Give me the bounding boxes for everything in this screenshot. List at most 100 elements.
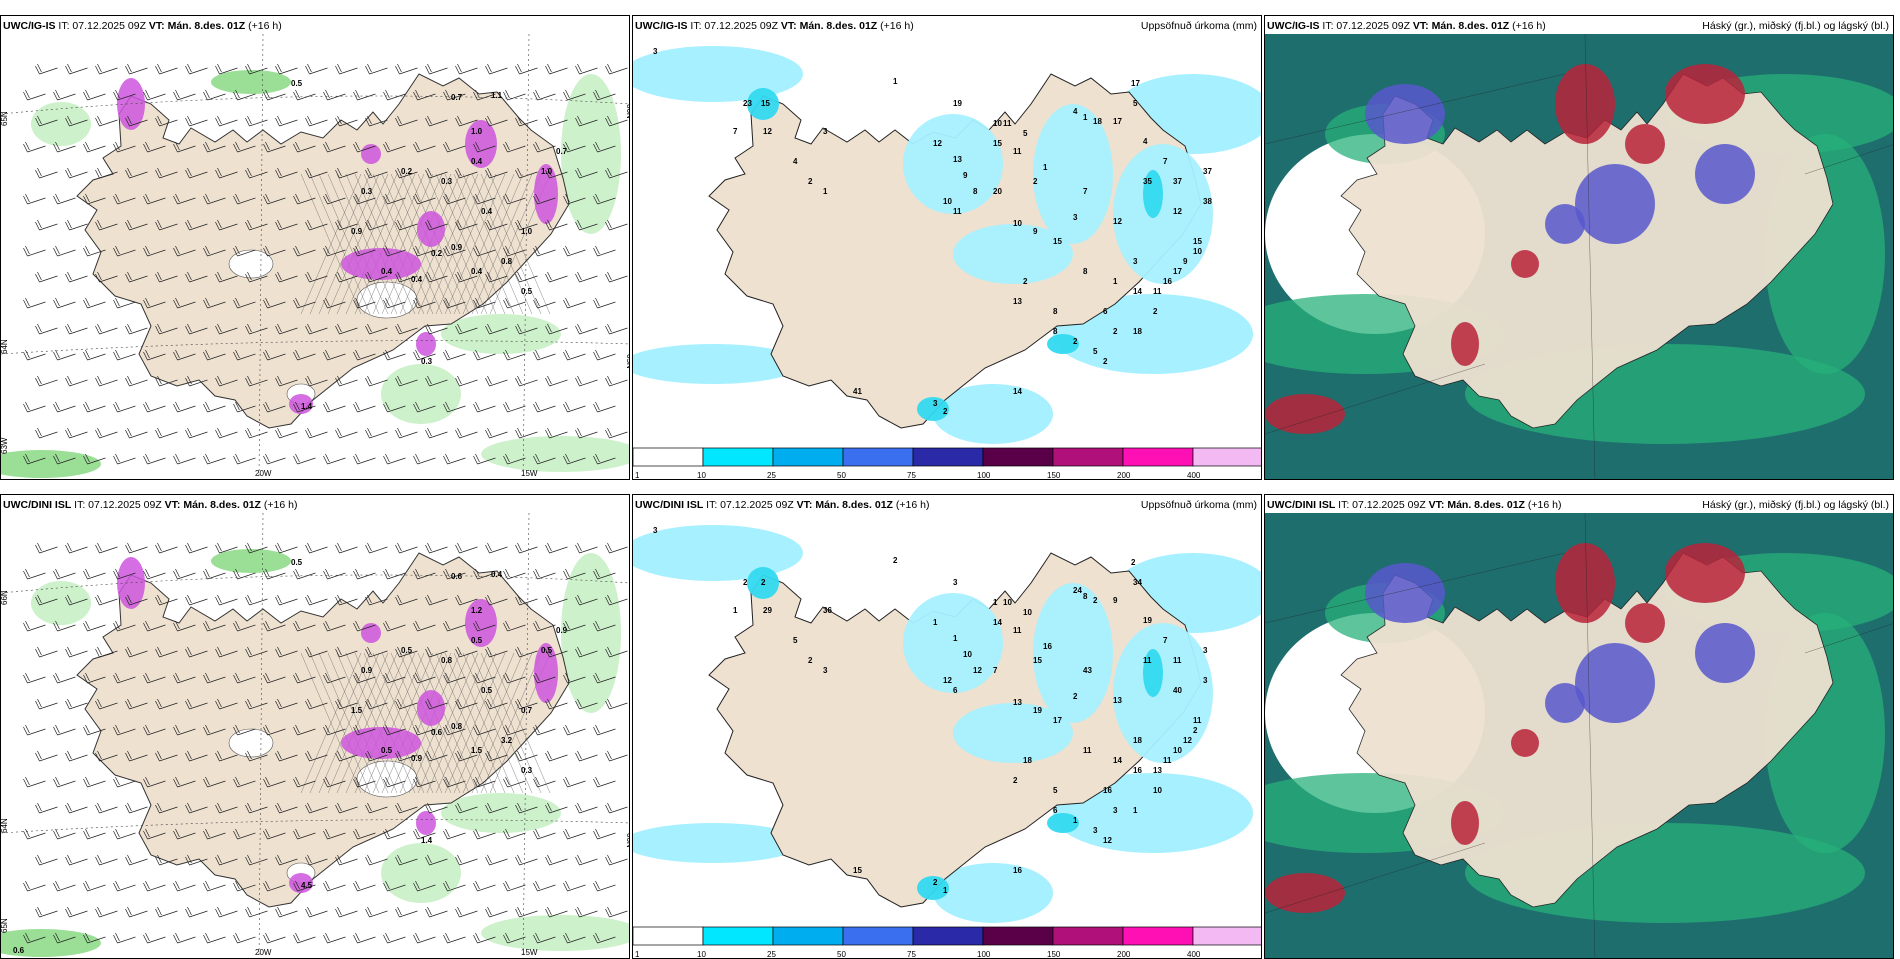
wind-speed-area bbox=[211, 70, 291, 94]
hatch-line bbox=[345, 173, 407, 315]
precip-value-label: 1.1 bbox=[491, 91, 503, 100]
wind-barb bbox=[323, 724, 346, 736]
hatch-line bbox=[480, 652, 542, 794]
precip-value-label: 10 bbox=[1013, 219, 1022, 228]
precip-area bbox=[633, 344, 803, 384]
wind-barb bbox=[293, 568, 316, 580]
wind-barb bbox=[155, 219, 178, 231]
panel-title: Uppsöfnuð úrkoma (mm) bbox=[1140, 20, 1257, 32]
precip-panel-bottom: UWC/DINI ISL IT: 07.12.2025 09Z VT: Mán.… bbox=[632, 494, 1262, 959]
latitude-line bbox=[1265, 842, 1486, 914]
precip-value-label: 0.4 bbox=[481, 207, 493, 216]
wind-barb bbox=[53, 245, 76, 257]
precip-value-label: 10 bbox=[943, 197, 952, 206]
wind-barb bbox=[203, 297, 226, 309]
wind-barb bbox=[335, 219, 358, 231]
hatch-line bbox=[300, 652, 362, 794]
wind-speed-area bbox=[481, 436, 629, 472]
precip-area bbox=[1053, 294, 1253, 374]
wind-barb bbox=[263, 880, 286, 892]
wind-barb bbox=[35, 115, 58, 127]
wind-barb bbox=[215, 63, 238, 75]
wind-barb bbox=[353, 401, 376, 413]
precip-value-label: 12 bbox=[943, 676, 952, 685]
wind-barb bbox=[155, 698, 178, 710]
precip-value-label: 35 bbox=[1143, 177, 1152, 186]
wind-barb bbox=[473, 620, 496, 632]
wind-barb bbox=[143, 828, 166, 840]
wind-barb bbox=[485, 323, 508, 335]
wind-barb bbox=[275, 427, 298, 439]
cloud-cell bbox=[1555, 64, 1615, 144]
wind-barb bbox=[143, 932, 166, 944]
precip-value-label: 37 bbox=[1173, 177, 1182, 186]
wind-barb bbox=[95, 594, 118, 606]
wind-barb bbox=[425, 698, 448, 710]
precip-value-label: 2 bbox=[893, 556, 898, 565]
wind-barb bbox=[125, 115, 148, 127]
wind-layer: 20W 15W 66N 64N 65N 66N 0.5 0.6 0.4 1.2 0.5 0.9 0.5 0… bbox=[1, 513, 629, 958]
precip-value-label: 1.5 bbox=[471, 746, 483, 755]
wind-barb bbox=[335, 646, 358, 658]
wind-barb bbox=[353, 776, 376, 788]
wind-barb bbox=[143, 776, 166, 788]
wind-barb bbox=[305, 375, 328, 387]
wind-barb bbox=[383, 297, 406, 309]
wind-barb bbox=[335, 750, 358, 762]
wind-barb bbox=[293, 141, 316, 153]
precip-value-label: 3 bbox=[823, 127, 828, 136]
wind-barb bbox=[215, 594, 238, 606]
precip-value-label: 15 bbox=[1053, 237, 1062, 246]
wind-barb bbox=[425, 906, 448, 918]
precip-value-label: 3.2 bbox=[501, 736, 513, 745]
wind-barb bbox=[395, 427, 418, 439]
wind-barb bbox=[83, 620, 106, 632]
wind-barb bbox=[533, 568, 556, 580]
wind-barb bbox=[275, 594, 298, 606]
precip-value-label: 12 bbox=[933, 139, 942, 148]
wind-barb bbox=[563, 724, 586, 736]
wind-barb bbox=[23, 453, 46, 465]
wind-barb bbox=[203, 349, 226, 361]
wind-barb bbox=[425, 323, 448, 335]
wind-barb bbox=[305, 646, 328, 658]
wind-barb bbox=[275, 906, 298, 918]
wind-barb bbox=[95, 271, 118, 283]
wind-barb bbox=[65, 167, 88, 179]
wind-barb bbox=[173, 89, 196, 101]
model-name: UWC/DINI ISL bbox=[1267, 499, 1336, 511]
wind-barb bbox=[293, 932, 316, 944]
wind-barb bbox=[335, 271, 358, 283]
wind-barb bbox=[143, 297, 166, 309]
color-scale-bin bbox=[982, 447, 1054, 467]
wind-barb bbox=[365, 115, 388, 127]
precip-value-label: 11 bbox=[953, 207, 962, 216]
wind-barb bbox=[293, 245, 316, 257]
wind-barb bbox=[305, 271, 328, 283]
precip-value-label: 13 bbox=[1113, 696, 1122, 705]
wind-barb bbox=[173, 620, 196, 632]
color-scale-tick: 10 bbox=[697, 471, 706, 480]
wind-barb bbox=[65, 906, 88, 918]
wind-barb bbox=[365, 271, 388, 283]
wind-barb bbox=[293, 828, 316, 840]
wind-barb bbox=[305, 750, 328, 762]
cloud-cell bbox=[1451, 322, 1479, 366]
cloud-panel-top: UWC/IG-IS IT: 07.12.2025 09Z VT: Mán. 8.… bbox=[1264, 15, 1894, 480]
wind-speed-area bbox=[211, 549, 291, 573]
precip-value-label: 20 bbox=[993, 187, 1002, 196]
wind-barb bbox=[125, 750, 148, 762]
precip-value-label: 2 bbox=[808, 177, 813, 186]
cloud-layer bbox=[1265, 34, 1893, 479]
precip-value-label: 1 bbox=[1113, 277, 1118, 286]
precip-value-label: 2 bbox=[1131, 558, 1136, 567]
wind-barb bbox=[563, 245, 586, 257]
wind-barb bbox=[575, 542, 598, 554]
precip-value-label: 18 bbox=[1093, 117, 1102, 126]
color-scale-tick: 10 bbox=[697, 950, 706, 959]
init-time: IT: 07.12.2025 09Z bbox=[1322, 20, 1410, 32]
cloud-cell bbox=[1695, 623, 1755, 683]
wind-barb bbox=[395, 375, 418, 387]
wind-barb bbox=[425, 854, 448, 866]
heavy-precip-cell bbox=[417, 211, 445, 247]
